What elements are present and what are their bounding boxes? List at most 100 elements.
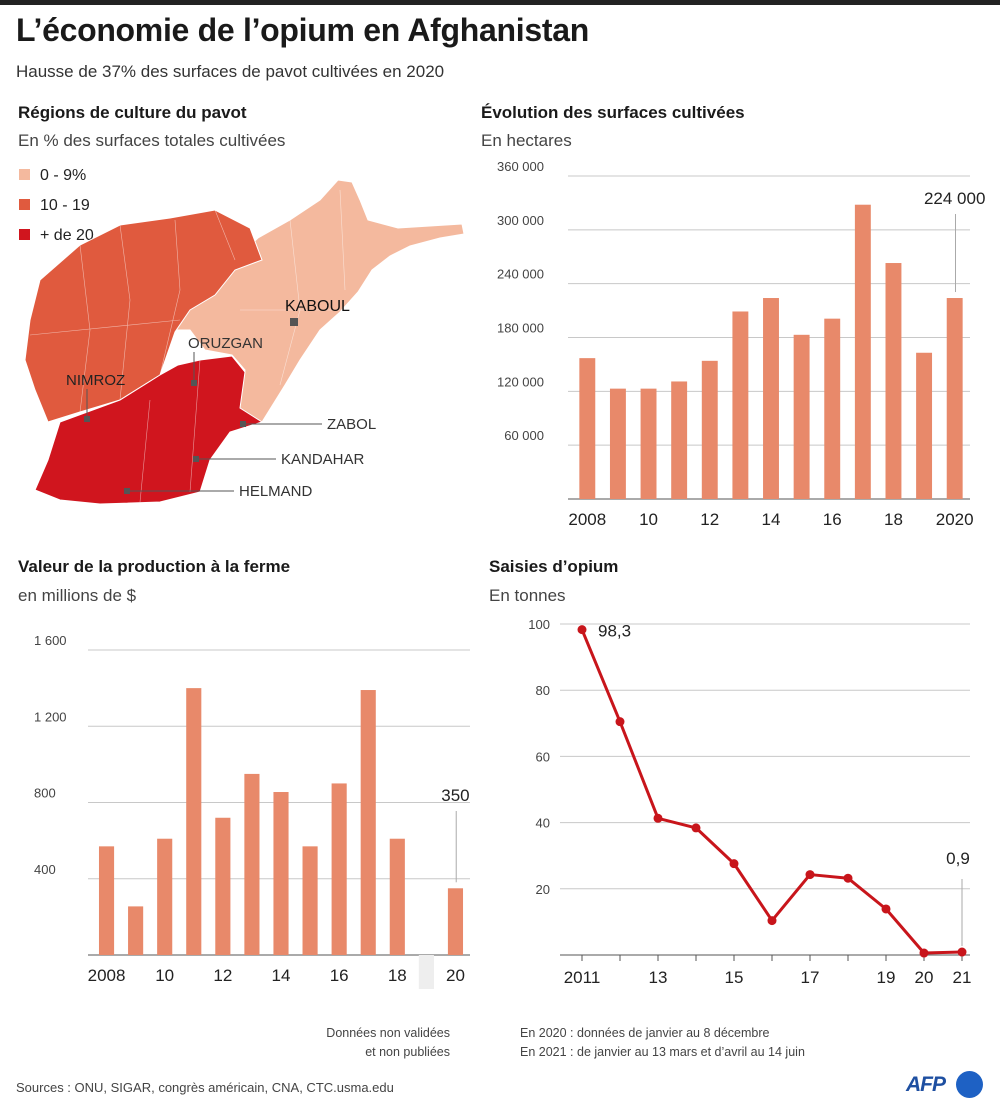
production-bar (98, 846, 115, 955)
surfaces-xtick-label: 14 (762, 510, 781, 529)
saisies-note-line2: En 2021 : de janvier au 13 mars et d’avr… (520, 1045, 805, 1059)
surfaces-bar (671, 381, 688, 499)
surfaces-ytick-label: 240 000 (497, 267, 544, 282)
surfaces-bar (732, 311, 749, 499)
saisies-point (805, 870, 815, 880)
kaboul-marker (290, 318, 298, 326)
production-ytick-label: 1 600 (34, 633, 67, 648)
saisies-chart: 20 40 60 80 100 2011 13 15 17 19 20 21 98,3 0,9 (528, 617, 972, 987)
label-zabol: ZABOL (327, 416, 376, 433)
saisies-ytick-label: 60 (536, 749, 550, 764)
legend-label-high: + de 20 (40, 227, 94, 244)
legend-swatch-mid (19, 199, 30, 210)
production-annotation-label: 350 (441, 786, 469, 805)
saisies-point (615, 717, 625, 727)
top-rule (0, 0, 1000, 5)
production-note-line2: et non publiées (365, 1045, 450, 1059)
saisies-xtick-label: 19 (877, 968, 896, 987)
surfaces-subtitle: En hectares (481, 131, 572, 150)
production-bar (128, 906, 144, 955)
surfaces-bar (701, 360, 718, 499)
map-region-mid (24, 209, 263, 423)
saisies-point (881, 904, 891, 914)
production-bar (244, 773, 260, 955)
surfaces-xtick-label: 18 (884, 510, 903, 529)
legend-label-mid: 10 - 19 (40, 197, 90, 214)
production-bar (360, 690, 376, 955)
label-helmand: HELMAND (239, 483, 313, 500)
saisies-xtick-label: 17 (801, 968, 820, 987)
legend-swatch-low (19, 169, 30, 180)
surfaces-title: Évolution des surfaces cultivées (481, 103, 745, 122)
map-legend: 0 - 9% 10 - 19 + de 20 (19, 167, 94, 244)
legend-label-low: 0 - 9% (40, 167, 86, 184)
production-bar (302, 846, 318, 955)
surfaces-ytick-label: 60 000 (504, 428, 544, 443)
production-subtitle: en millions de $ (18, 586, 137, 605)
production-xtick-label: 14 (272, 966, 291, 985)
production-bar (447, 888, 464, 955)
saisies-point (843, 873, 853, 883)
saisies-ytick-label: 20 (536, 882, 550, 897)
production-note: Données non validées et non publiées (298, 1024, 450, 1062)
surfaces-ytick-label: 360 000 (497, 160, 544, 174)
saisies-series-line (580, 629, 963, 955)
saisies-point (691, 823, 701, 833)
saisies-point (919, 948, 929, 958)
saisies-point (653, 813, 663, 823)
production-bar (157, 838, 173, 955)
production-xtick-label: 10 (155, 966, 174, 985)
surfaces-bar (640, 388, 657, 499)
production-xtick-label: 12 (213, 966, 232, 985)
saisies-annotation-first: 98,3 (598, 622, 631, 641)
helmand-marker (124, 488, 130, 494)
surfaces-bar (579, 358, 596, 499)
production-bar (331, 783, 347, 955)
saisies-ytick-label: 100 (528, 617, 550, 632)
oruzgan-marker (191, 380, 197, 386)
production-xtick-label: 20 (446, 966, 465, 985)
label-kandahar: KANDAHAR (281, 451, 365, 468)
page-subtitle: Hausse de 37% des surfaces de pavot cult… (16, 62, 445, 81)
saisies-xtick-label: 15 (725, 968, 744, 987)
saisies-xtick-label: 20 (915, 968, 934, 987)
surfaces-xtick-label: 2020 (936, 510, 974, 529)
surfaces-ytick-label: 180 000 (497, 321, 544, 336)
surfaces-xtick-label: 2008 (568, 510, 606, 529)
surfaces-ytick-label: 120 000 (497, 374, 544, 389)
afp-logo: AFP (906, 1070, 986, 1100)
nimroz-marker (84, 416, 90, 422)
legend-swatch-high (19, 229, 30, 240)
map-title: Régions de culture du pavot (18, 103, 247, 122)
production-xtick-label: 2008 (88, 966, 126, 985)
production-bar (186, 688, 202, 955)
surfaces-ytick-label: 300 000 (497, 213, 544, 228)
page-title: L’économie de l’opium en Afghanistan (16, 12, 589, 48)
saisies-point (729, 859, 739, 869)
label-kaboul: KABOUL (285, 298, 350, 315)
production-note-line1: Données non validées (326, 1026, 450, 1040)
kandahar-marker (193, 456, 199, 462)
production-xtick-label: 16 (330, 966, 349, 985)
production-bar (273, 792, 289, 955)
surfaces-bar (609, 388, 626, 499)
saisies-point (767, 916, 777, 926)
saisies-ytick-label: 40 (536, 816, 550, 831)
surfaces-xtick-label: 16 (823, 510, 842, 529)
production-bar (215, 817, 231, 955)
afp-logo-dot (956, 1071, 983, 1098)
production-ytick-label: 800 (34, 786, 56, 801)
surfaces-bar (824, 318, 841, 499)
saisies-note: En 2020 : données de janvier au 8 décemb… (520, 1024, 805, 1062)
surfaces-bar (793, 334, 810, 499)
production-bar (389, 838, 405, 955)
surfaces-annotation-label: 224 000 (924, 189, 985, 208)
production-chart: 400 800 1 200 1 600 2008 10 12 14 16 18 20 350 (34, 633, 470, 989)
map-province-borders (29, 189, 346, 503)
saisies-xtick-label: 21 (953, 968, 972, 987)
saisies-xtick-label: 2011 (564, 968, 601, 987)
surfaces-chart: 60 000 120 000 180 000 240 000 300 000 360 00… (497, 160, 985, 529)
surfaces-bar (916, 352, 933, 499)
sources-text: Sources : ONU, SIGAR, congrès américain,… (16, 1080, 394, 1095)
saisies-title: Saisies d’opium (489, 557, 619, 576)
